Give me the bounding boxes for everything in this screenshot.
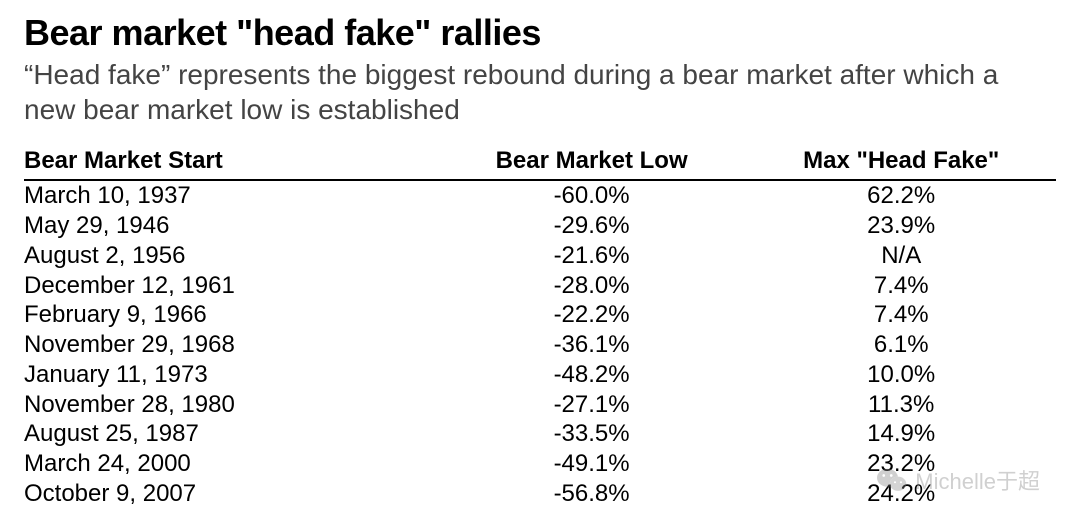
table-row: October 9, 2007-56.8%24.2% xyxy=(24,479,1056,509)
cell-start: May 29, 1946 xyxy=(24,211,437,241)
cell-low: -29.6% xyxy=(437,211,747,241)
cell-start: November 29, 1968 xyxy=(24,330,437,360)
cell-start: March 10, 1937 xyxy=(24,180,437,211)
cell-max: 14.9% xyxy=(746,419,1056,449)
cell-low: -36.1% xyxy=(437,330,747,360)
table-row: March 24, 2000-49.1%23.2% xyxy=(24,449,1056,479)
cell-start: December 12, 1961 xyxy=(24,271,437,301)
cell-low: -49.1% xyxy=(437,449,747,479)
page-title: Bear market "head fake" rallies xyxy=(24,12,1056,53)
cell-start: August 2, 1956 xyxy=(24,241,437,271)
table-row: November 29, 1968-36.1%6.1% xyxy=(24,330,1056,360)
col-header-low: Bear Market Low xyxy=(437,145,747,180)
cell-start: November 28, 1980 xyxy=(24,390,437,420)
table-row: August 25, 1987-33.5%14.9% xyxy=(24,419,1056,449)
cell-low: -27.1% xyxy=(437,390,747,420)
document-container: Bear market "head fake" rallies “Head fa… xyxy=(0,0,1080,509)
cell-max: 7.4% xyxy=(746,271,1056,301)
cell-start: January 11, 1973 xyxy=(24,360,437,390)
data-table: Bear Market Start Bear Market Low Max "H… xyxy=(24,145,1056,508)
cell-low: -60.0% xyxy=(437,180,747,211)
col-header-start: Bear Market Start xyxy=(24,145,437,180)
cell-low: -21.6% xyxy=(437,241,747,271)
cell-max: N/A xyxy=(746,241,1056,271)
table-row: November 28, 1980-27.1%11.3% xyxy=(24,390,1056,420)
table-header-row: Bear Market Start Bear Market Low Max "H… xyxy=(24,145,1056,180)
col-header-max: Max "Head Fake" xyxy=(746,145,1056,180)
cell-max: 10.0% xyxy=(746,360,1056,390)
cell-start: March 24, 2000 xyxy=(24,449,437,479)
cell-max: 24.2% xyxy=(746,479,1056,509)
table-row: February 9, 1966-22.2%7.4% xyxy=(24,300,1056,330)
cell-low: -48.2% xyxy=(437,360,747,390)
cell-low: -33.5% xyxy=(437,419,747,449)
cell-max: 62.2% xyxy=(746,180,1056,211)
table-row: January 11, 1973-48.2%10.0% xyxy=(24,360,1056,390)
table-row: December 12, 1961-28.0%7.4% xyxy=(24,271,1056,301)
cell-low: -28.0% xyxy=(437,271,747,301)
table-row: May 29, 1946-29.6%23.9% xyxy=(24,211,1056,241)
cell-start: February 9, 1966 xyxy=(24,300,437,330)
cell-start: August 25, 1987 xyxy=(24,419,437,449)
table-body: March 10, 1937-60.0%62.2%May 29, 1946-29… xyxy=(24,180,1056,508)
cell-max: 11.3% xyxy=(746,390,1056,420)
cell-max: 7.4% xyxy=(746,300,1056,330)
cell-low: -56.8% xyxy=(437,479,747,509)
cell-max: 23.2% xyxy=(746,449,1056,479)
table-row: August 2, 1956-21.6%N/A xyxy=(24,241,1056,271)
table-row: March 10, 1937-60.0%62.2% xyxy=(24,180,1056,211)
cell-start: October 9, 2007 xyxy=(24,479,437,509)
cell-low: -22.2% xyxy=(437,300,747,330)
cell-max: 6.1% xyxy=(746,330,1056,360)
cell-max: 23.9% xyxy=(746,211,1056,241)
page-subtitle: “Head fake” represents the biggest rebou… xyxy=(24,57,1044,127)
